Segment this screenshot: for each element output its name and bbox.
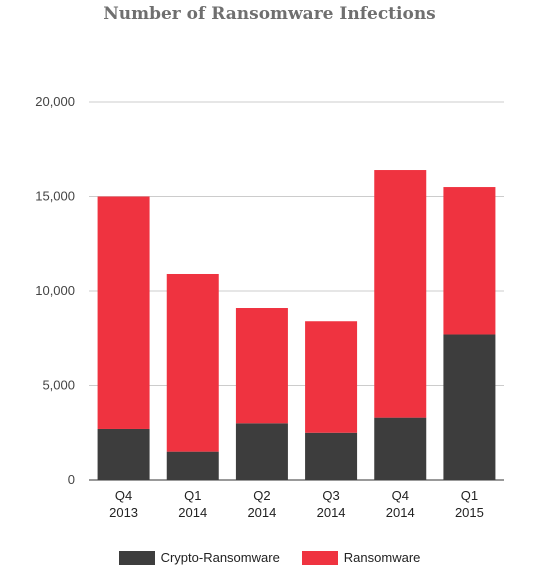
x-tick-label: 2014 <box>178 505 207 520</box>
stacked-bar-chart: 0 5,000 10,000 15,000 20,000 Q4 2013 Q1 2014 Q2 2… <box>35 94 504 520</box>
x-tick-label: 2015 <box>455 505 484 520</box>
legend-swatch-crypto-ransomware <box>118 550 155 565</box>
bar-crypto-ransomware[interactable] <box>374 417 427 480</box>
y-tick-label: 20,000 <box>35 94 75 109</box>
bar-ransomware[interactable] <box>374 170 427 418</box>
bar-crypto-ransomware[interactable] <box>235 423 288 480</box>
bar-ransomware[interactable] <box>235 308 288 424</box>
bars <box>97 170 496 480</box>
x-tick-label: 2014 <box>386 505 415 520</box>
x-tick-label: Q1 <box>184 488 201 503</box>
x-tick-label: Q3 <box>322 488 339 503</box>
legend-label-ransomware: Ransomware <box>343 550 421 565</box>
legend: Crypto-Ransomware Ransomware <box>0 550 539 565</box>
legend-swatch-ransomware <box>301 550 338 565</box>
bar-ransomware[interactable] <box>443 187 496 335</box>
x-tick-label: Q2 <box>253 488 270 503</box>
bar-crypto-ransomware[interactable] <box>166 451 219 480</box>
x-tick-label: Q4 <box>115 488 132 503</box>
bar-crypto-ransomware[interactable] <box>97 428 150 480</box>
y-axis-ticks: 0 5,000 10,000 15,000 20,000 <box>35 94 75 487</box>
x-tick-label: 2013 <box>109 505 138 520</box>
bar-ransomware[interactable] <box>305 321 358 433</box>
y-tick-label: 0 <box>68 472 75 487</box>
legend-item-ransomware[interactable]: Ransomware <box>301 550 421 565</box>
x-tick-label: 2014 <box>247 505 276 520</box>
x-tick-label: Q4 <box>392 488 409 503</box>
y-tick-label: 10,000 <box>35 283 75 298</box>
y-tick-label: 15,000 <box>35 189 75 204</box>
bar-crypto-ransomware[interactable] <box>305 432 358 480</box>
bar-crypto-ransomware[interactable] <box>443 334 496 480</box>
bar-ransomware[interactable] <box>97 196 150 429</box>
x-tick-label: 2014 <box>317 505 346 520</box>
legend-label-crypto-ransomware: Crypto-Ransomware <box>160 550 280 565</box>
y-tick-label: 5,000 <box>42 378 75 393</box>
legend-item-crypto-ransomware[interactable]: Crypto-Ransomware <box>118 550 280 565</box>
chart-title: Number of Ransomware Infections <box>103 4 436 24</box>
x-tick-label: Q1 <box>461 488 478 503</box>
gridlines <box>89 101 504 481</box>
bar-ransomware[interactable] <box>166 273 219 452</box>
x-axis-labels: Q4 2013 Q1 2014 Q2 2014 Q3 2014 Q4 2014 Q1 2015 <box>109 488 484 520</box>
